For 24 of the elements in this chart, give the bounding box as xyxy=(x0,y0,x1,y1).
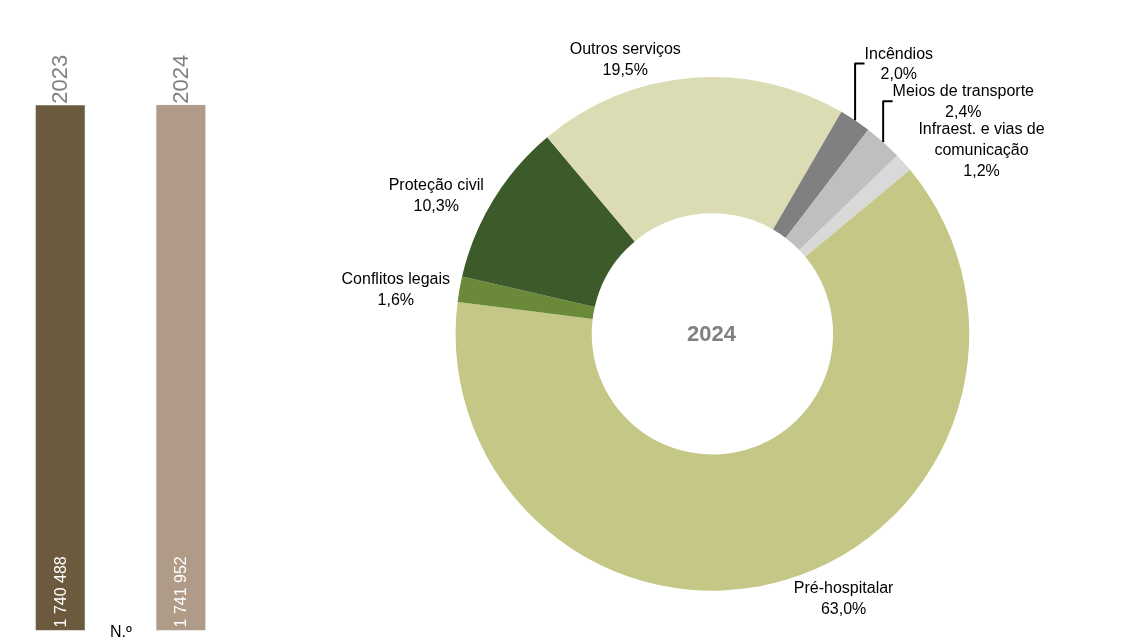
slice-label: Incêndios xyxy=(864,44,934,62)
donut-slice xyxy=(457,276,595,319)
data-label: 63,0% xyxy=(820,599,867,617)
data-label: 1 740 488 xyxy=(51,556,69,628)
slice-label: Meios de transporte xyxy=(892,82,1035,100)
slice-label: Infraest. e vias de comunicação xyxy=(918,120,1045,158)
slice-label: Pré-hospitalar xyxy=(793,578,895,596)
slice-label: Conflitos legais xyxy=(341,269,451,287)
donut-slice xyxy=(773,111,869,238)
data-label: 2,4% xyxy=(945,103,982,121)
donut-slice xyxy=(547,77,842,242)
text: 2024 xyxy=(687,321,737,346)
slice-label: Proteção civil xyxy=(388,175,484,193)
slice-label: Outros serviços xyxy=(569,40,681,58)
x-tick-label: 2023 xyxy=(47,54,73,104)
x-axis-title: N.º xyxy=(110,623,132,640)
data-label: 10,3% xyxy=(413,196,459,214)
donut-slice xyxy=(799,155,911,257)
donut-slice xyxy=(785,129,898,250)
data-label: 19,5% xyxy=(602,61,648,79)
data-label: 1,2% xyxy=(963,161,1000,179)
data-label: 1,6% xyxy=(377,290,415,308)
data-label: 2,0% xyxy=(880,65,918,83)
data-label: 1 741 952 xyxy=(172,556,190,628)
